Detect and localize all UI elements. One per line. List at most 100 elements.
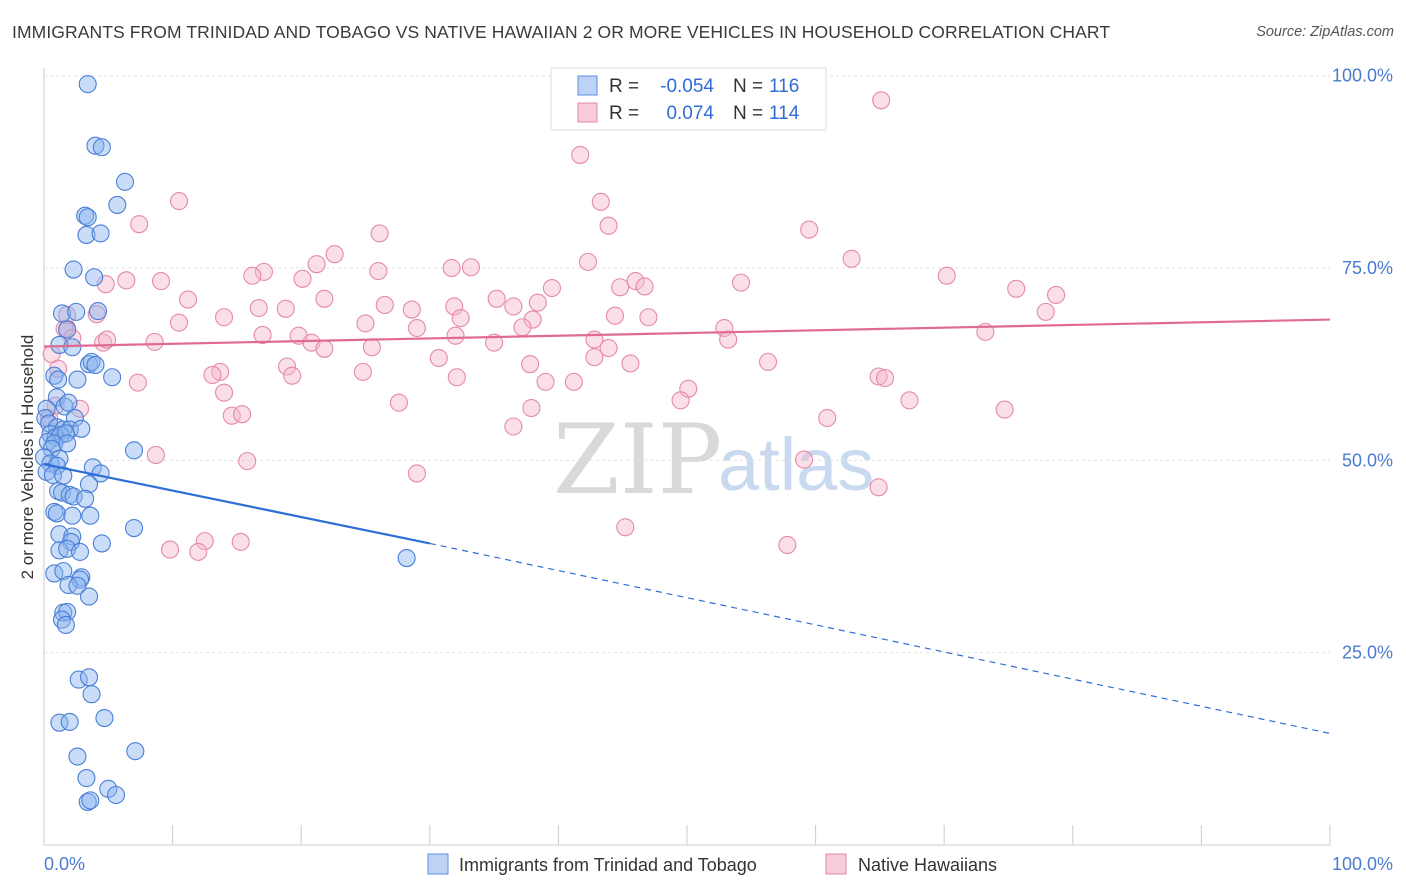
native-hawaiians-point [362,338,381,357]
native-hawaiians-point [451,308,470,328]
native-hawaiians-point [369,262,388,281]
watermark: ZIP atlas [553,404,874,516]
native-hawaiians-point [146,445,165,465]
native-hawaiians-point [937,266,956,285]
trinidad-tobago-point [58,434,77,453]
native-hawaiians-point [97,330,117,349]
trinidad-tobago-point [81,506,100,525]
trinidad-tobago-point [76,489,95,508]
native-hawaiians-point [599,216,618,235]
native-hawaiians-point [445,297,464,316]
trinidad-tobago-point [88,302,108,321]
correlation-legend: R = -0.054 N = 116 R = 0.074 N = 114 [550,67,827,131]
native-hawaiians-point [117,271,136,290]
native-hawaiians-point [145,332,164,351]
trinidad-tobago-point [108,195,127,214]
trinidad-tobago-point [91,224,110,243]
native-hawaiians-point [523,310,542,329]
native-hawaiians-point [605,306,625,325]
trinidad-tobago-point [37,399,56,418]
trinidad-tobago-point [79,668,99,687]
trinidad-tobago-point [50,541,69,560]
native-hawaiians-point [485,333,504,352]
native-hawaiians-point [160,540,180,559]
trinidad-tobago-point [103,368,122,387]
x-axis-ticks [172,825,1331,845]
native-hawaiians-point [189,542,208,561]
y-tick-label: 75.0% [1342,258,1393,278]
trinidad-tobago-point [67,302,86,321]
trinidad-tobago-point [124,441,144,460]
trinidad-tobago-points [34,75,416,811]
native-hawaiians-point [254,262,273,281]
x-tick-label-max: 100.0% [1332,854,1393,874]
trinidad-tobago-point [95,709,114,728]
native-hawaiians-point [591,192,610,211]
legend-r-value-pink: 0.074 [666,103,714,124]
trend-line-native-hawaiians [43,318,1331,348]
native-hawaiians-point [528,293,547,312]
native-hawaiians-point [151,272,171,291]
native-hawaiians-point [128,373,147,392]
y-tick-labels: 25.0% 50.0% 75.0% 100.0% [1332,66,1393,663]
trinidad-tobago-point [49,370,68,389]
native-hawaiians-point [536,372,555,391]
trinidad-tobago-point [64,260,83,279]
native-hawaiians-point [842,249,861,268]
trinidad-tobago-point [56,615,75,635]
native-hawaiians-point [616,518,635,537]
native-hawaiians-point [671,391,690,410]
native-hawaiians-point [429,348,448,368]
native-hawaiians-point [169,313,189,332]
native-hawaiians-point [869,367,888,386]
legend-r-label-pink: R = [609,103,639,124]
trinidad-tobago-point [82,685,101,704]
native-hawaiians-point [1036,302,1055,321]
legend-n-label-pink: N = [733,103,763,124]
native-hawaiians-point [504,417,523,436]
legend-n-value-pink: 114 [769,103,800,124]
x-tick-label-min: 0.0% [44,854,85,874]
trinidad-tobago-point [58,320,77,339]
legend-swatch-blue [577,75,598,96]
y-tick-label: 50.0% [1342,450,1393,470]
native-hawaiians-point [585,348,604,367]
native-hawaiians-point [442,258,461,278]
native-hawaiians-point [370,224,389,243]
trinidad-tobago-point [92,138,111,157]
native-hawaiians-point [214,308,234,327]
trinidad-tobago-point [59,393,78,412]
native-hawaiians-point [522,398,541,418]
trinidad-tobago-point [92,534,111,553]
trinidad-tobago-point [77,769,96,788]
native-hawaiians-point [283,366,302,385]
native-hawaiians-point [402,300,421,319]
trinidad-tobago-point [50,713,69,732]
native-hawaiians-point [818,408,837,428]
native-hawaiians-point [621,354,640,373]
trinidad-tobago-point [86,136,105,155]
trinidad-tobago-point [79,475,99,494]
trinidad-tobago-point [79,355,99,374]
native-hawaiians-point [639,308,658,327]
native-hawaiians-point [731,273,751,292]
native-hawaiians-point [203,365,222,385]
trend-lines [43,318,1331,735]
trend-line-trinidad-tobago-extension [429,542,1331,735]
trinidad-tobago-point [68,576,87,595]
native-hawaiians-point [872,91,891,110]
native-hawaiians-point [249,298,268,318]
native-hawaiians-point [178,290,198,309]
y-tick-label: 100.0% [1332,66,1393,86]
native-hawaiians-point [900,391,919,410]
native-hawaiians-point [238,452,257,471]
trinidad-tobago-point [126,742,145,761]
trinidad-tobago-point [78,208,97,227]
native-hawaiians-point [169,192,189,211]
native-hawaiians-point [214,383,234,402]
trinidad-tobago-point [64,487,83,506]
native-hawaiians-point [611,278,630,297]
trinidad-tobago-point [52,304,72,323]
trinidad-tobago-point [86,355,105,375]
